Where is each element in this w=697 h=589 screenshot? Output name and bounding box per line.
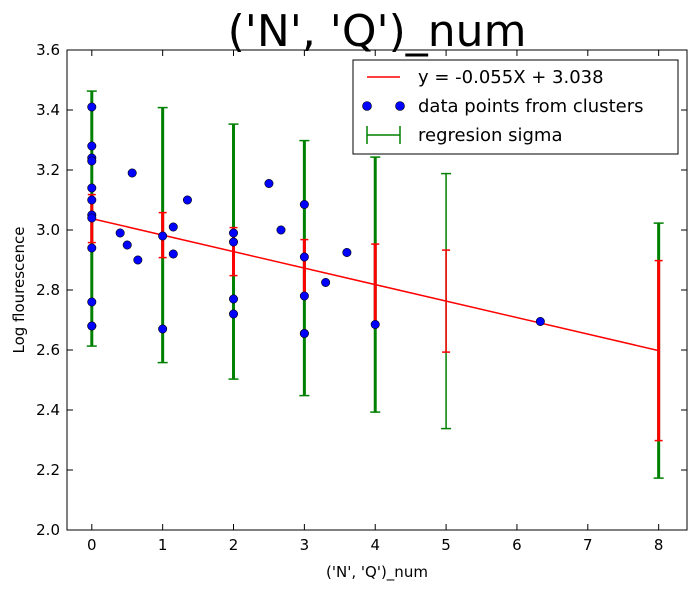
data-point bbox=[229, 237, 239, 247]
data-point bbox=[122, 240, 132, 250]
legend-label-points: data points from clusters bbox=[418, 96, 643, 117]
legend-box bbox=[352, 59, 679, 155]
data-point bbox=[87, 156, 97, 166]
legend-label-regression: y = -0.055X + 3.038 bbox=[418, 67, 604, 88]
y-tick-label: 2.6 bbox=[36, 341, 60, 359]
x-tick-label: 2 bbox=[229, 536, 239, 554]
x-tick-label: 7 bbox=[583, 536, 593, 554]
data-point bbox=[168, 249, 178, 259]
chart-title: ('N', 'Q')_num bbox=[228, 6, 527, 57]
data-point bbox=[168, 222, 178, 232]
y-axis-label: Log flourescence bbox=[10, 226, 28, 353]
data-point bbox=[158, 324, 168, 334]
y-tick-label: 2.8 bbox=[36, 281, 60, 299]
data-point bbox=[535, 316, 545, 326]
data-point bbox=[299, 252, 309, 262]
data-point bbox=[87, 321, 97, 331]
data-point bbox=[229, 228, 239, 238]
legend: y = -0.055X + 3.038 data points from clu… bbox=[352, 59, 679, 155]
y-tick-label: 3.2 bbox=[36, 161, 60, 179]
x-tick-label: 0 bbox=[87, 536, 97, 554]
data-point bbox=[342, 248, 352, 258]
data-point bbox=[127, 168, 137, 178]
data-point bbox=[229, 294, 239, 304]
y-tick-label: 3.6 bbox=[36, 41, 60, 59]
legend-point-marker-a bbox=[362, 101, 372, 111]
data-point bbox=[87, 102, 97, 112]
data-point bbox=[115, 228, 125, 238]
data-point bbox=[276, 225, 286, 235]
data-point bbox=[299, 328, 309, 338]
data-point bbox=[87, 213, 97, 223]
legend-point-marker-b bbox=[395, 101, 405, 111]
data-point bbox=[158, 231, 168, 241]
data-point bbox=[299, 200, 309, 210]
x-axis-label: ('N', 'Q')_num bbox=[326, 563, 428, 582]
data-point bbox=[87, 297, 97, 307]
data-point bbox=[87, 183, 97, 193]
data-point bbox=[87, 141, 97, 151]
data-point bbox=[87, 243, 97, 253]
x-tick-label: 4 bbox=[370, 536, 380, 554]
regression-line bbox=[91, 217, 659, 352]
y-tick-label: 3.4 bbox=[36, 101, 60, 119]
data-point bbox=[133, 255, 143, 265]
x-tick-label: 1 bbox=[158, 536, 168, 554]
x-tick-label: 6 bbox=[512, 536, 522, 554]
data-point bbox=[321, 277, 331, 287]
y-tick-label: 2.2 bbox=[36, 461, 60, 479]
legend-label-sigma: regresion sigma bbox=[418, 125, 562, 146]
x-tick-label: 8 bbox=[654, 536, 664, 554]
data-point bbox=[299, 291, 309, 301]
data-point bbox=[370, 319, 380, 329]
x-tick-label: 3 bbox=[300, 536, 310, 554]
y-tick-label: 2.4 bbox=[36, 401, 60, 419]
data-point bbox=[87, 195, 97, 205]
y-tick-label: 2.0 bbox=[36, 521, 60, 539]
y-tick-label: 3.0 bbox=[36, 221, 60, 239]
data-point bbox=[229, 309, 239, 319]
data-point bbox=[182, 195, 192, 205]
x-tick-label: 5 bbox=[441, 536, 451, 554]
data-point bbox=[264, 179, 274, 189]
